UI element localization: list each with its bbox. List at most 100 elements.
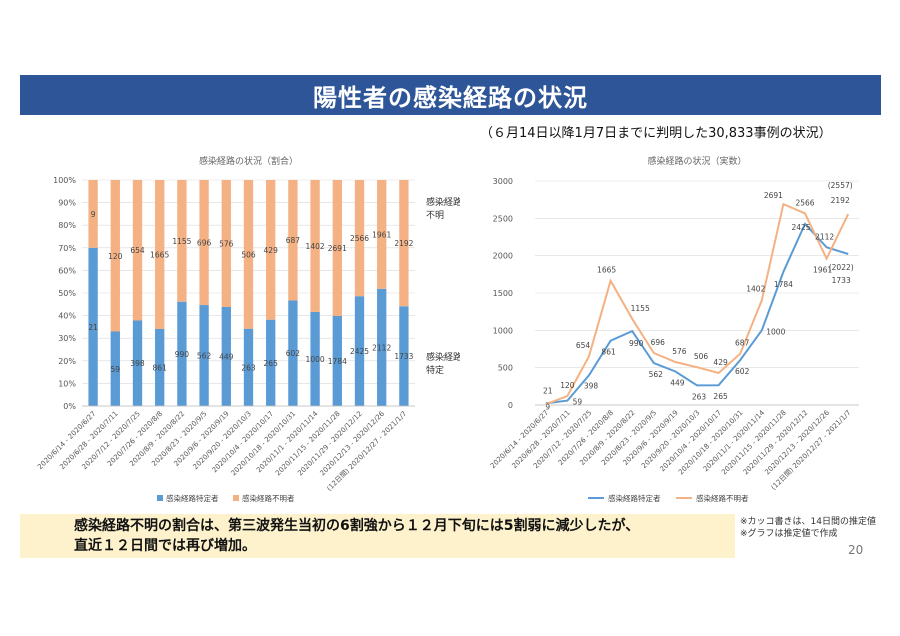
data-label: 562 [649,370,664,379]
bar-label-unknown: 9 [91,210,96,219]
bar-unknown [155,180,165,329]
y-tick-label: 50% [58,289,76,298]
y-tick-label: 0 [508,401,513,410]
bar-known [377,288,387,406]
y-tick-label: 40% [58,312,76,321]
side-label-known: 感染経路 [426,351,460,363]
bar-unknown [110,180,120,332]
page-subtitle: （６月14日以降1月7日までに判明した30,833事例の状況） [480,126,832,141]
data-label: 2192 [831,196,850,205]
legend-swatch-known [157,495,163,501]
bar-label-unknown: 429 [264,246,279,255]
bar-label-unknown: 2192 [394,239,413,248]
data-label: 2691 [764,191,783,200]
legend-label-unknown: 感染経路不明者 [242,493,295,503]
data-label: 449 [670,378,685,387]
bar-label-unknown: 654 [130,246,145,255]
bar-unknown [310,180,320,312]
data-label: 506 [694,352,709,361]
bar-label-unknown: 2566 [350,234,369,243]
legend-swatch-unknown [233,495,239,501]
note-graph: ※グラフは推定値で作成 [740,529,838,539]
bar-label-unknown: 2691 [328,244,347,253]
data-label: 576 [672,347,687,356]
data-label: 1000 [766,327,785,336]
bar-label-known: 562 [197,352,212,361]
data-label: 1155 [631,304,650,313]
bar-label-known: 265 [264,359,279,368]
data-label: 654 [576,341,591,350]
data-label: 687 [735,339,750,348]
bar-known [354,296,365,406]
bar-label-known: 263 [241,363,256,372]
data-label: 59 [573,398,583,407]
bar-label-unknown: 576 [219,240,234,249]
legend-label-known: 感染経路特定者 [608,493,661,503]
bar-known [399,306,409,406]
legend-label-unknown: 感染経路不明者 [696,493,749,503]
bar-label-known: 1733 [394,352,413,361]
side-label-known: 特定 [426,364,444,376]
bar-label-known: 1000 [306,355,325,364]
summary-line-2: 直近１２日間では再び増加。 [74,538,256,554]
bar-unknown [288,180,298,301]
bar-known [332,315,342,406]
line-known [545,222,849,405]
y-tick-label: 0% [63,402,76,411]
data-label: 602 [735,367,750,376]
bar-known [243,328,254,406]
bar-label-unknown: 1961 [372,230,391,239]
y-tick-label: 2500 [493,214,513,223]
x-tick-label: (12日間) 2020/12/27 - 2021/1/7 [770,409,853,492]
bar-unknown [399,180,409,307]
data-label: 21 [543,386,553,395]
data-label: (2557) [828,181,853,190]
y-tick-label: 2000 [493,252,513,261]
data-label: 2425 [791,223,810,232]
bar-label-known: 861 [153,363,168,372]
bar-known [199,305,209,406]
chart-title: 感染経路の状況（割合） [199,155,298,167]
side-label-unknown: 不明 [426,210,444,221]
bar-known [288,300,298,406]
bar-known [221,307,231,406]
data-label: 990 [629,339,644,348]
y-tick-label: 3000 [493,177,513,186]
bar-label-known: 2425 [350,347,369,356]
data-label: 120 [560,381,575,390]
data-label: 1784 [774,280,793,289]
chart-title: 感染経路の状況（実数） [647,155,746,167]
data-label: 861 [601,348,616,357]
page-number: 20 [848,543,864,557]
bar-known [110,331,120,406]
bar-known [177,301,187,406]
title-bar: 陽性者の感染経路の状況 [20,75,881,115]
data-label: 696 [651,338,666,347]
bar-known [155,328,165,406]
bar-label-known: 990 [175,350,190,359]
bar-unknown [354,180,365,297]
data-label: 1961 [813,266,832,275]
data-label: 263 [692,392,707,401]
data-label: 265 [713,392,728,401]
bar-unknown [177,180,187,302]
data-label: 9 [545,402,550,411]
data-label: 2566 [795,198,814,207]
y-tick-label: 30% [58,334,76,343]
bar-label-known: 449 [219,353,234,362]
summary-box: 感染経路不明の割合は、第三波発生当初の6割強から１２月下旬には5割弱に減少したが… [20,514,735,558]
bar-label-known: 2112 [372,343,391,352]
side-label-unknown: 感染経路 [426,196,460,208]
bar-label-known: 602 [286,349,301,358]
bar-label-unknown: 1665 [150,250,169,259]
notes: ※カッコ書きは、14日間の推定値 ※グラフは推定値で作成 [740,516,876,540]
bar-label-known: 1784 [328,357,347,366]
data-label: 429 [713,358,728,367]
bar-unknown [243,180,254,329]
y-tick-label: 80% [58,221,76,230]
bar-unknown [332,180,342,316]
bar-label-unknown: 506 [241,250,256,259]
data-label: 398 [584,381,599,390]
y-tick-label: 1000 [493,326,513,335]
bar-label-known: 59 [111,365,121,374]
